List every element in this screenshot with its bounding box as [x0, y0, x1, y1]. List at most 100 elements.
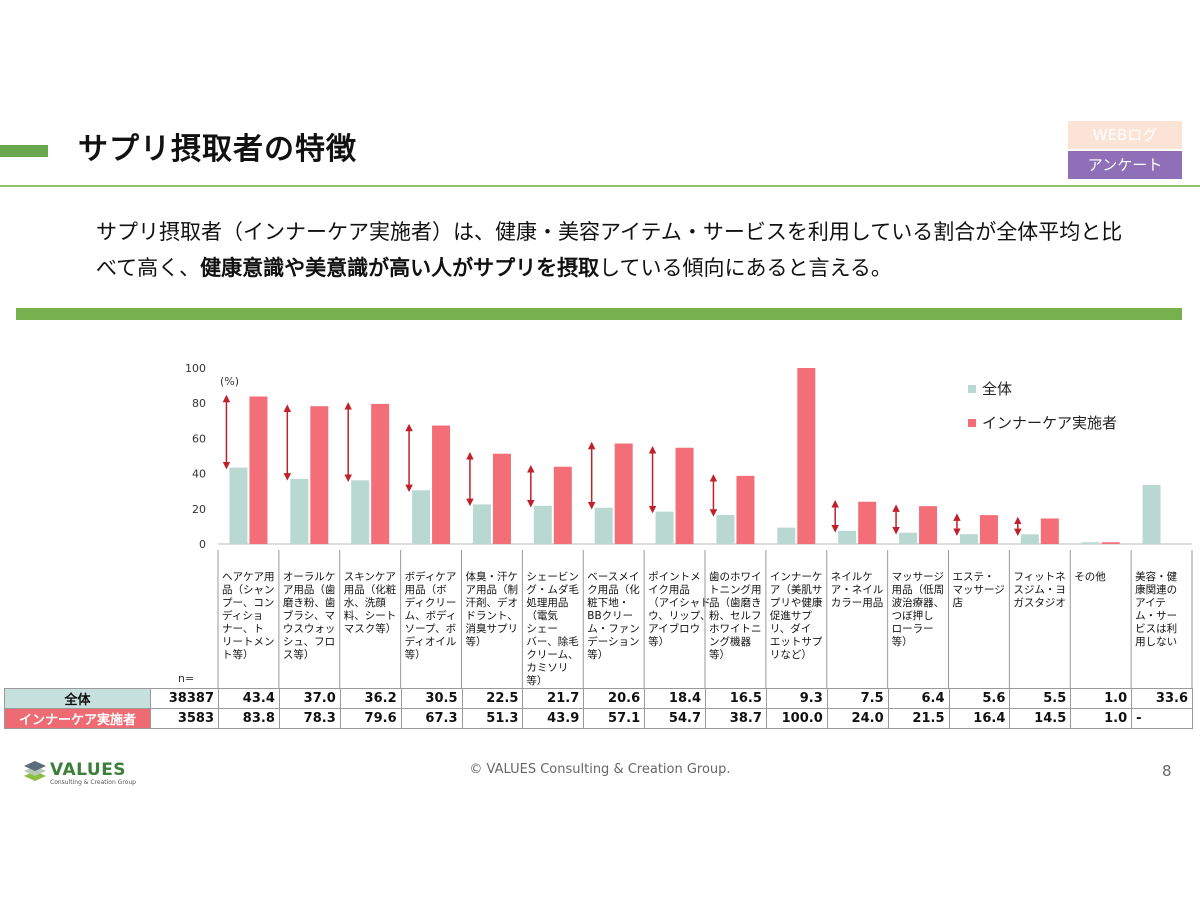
- table-cell: 100.0: [765, 708, 828, 729]
- bar-innercare: [979, 515, 998, 544]
- category-label-line: マッサージ: [953, 584, 1005, 596]
- category-label-line: ホワイトニ: [709, 623, 762, 635]
- lead-text: サプリ摂取者（インナーケア実施者）は、健康・美容アイテム・サービスを利用している…: [96, 214, 1176, 286]
- y-tick-label: 60: [192, 432, 206, 445]
- logo-mark-icon: [24, 761, 46, 781]
- bar-total: [899, 532, 918, 544]
- category-label-line: エステ・: [953, 571, 995, 583]
- category-label: ネイルケア・ネイルカラー用品: [831, 571, 884, 609]
- lead-line-1: サプリ摂取者（インナーケア実施者）は、健康・美容アイテム・サービスを利用している…: [96, 220, 1123, 244]
- table-cell: 67.3: [400, 708, 463, 729]
- table-cell: 21.7: [522, 688, 585, 709]
- bar-innercare: [310, 406, 329, 544]
- tag-web-log: WEBログ: [1068, 121, 1182, 149]
- category-label-line: イク用品: [648, 584, 690, 596]
- category-label-line: 品（シャン: [222, 584, 275, 596]
- table-cell: 43.4: [218, 688, 280, 709]
- bar-total: [716, 514, 735, 544]
- category-label-line: 等）: [587, 648, 608, 661]
- table-cell: 5.5: [1009, 688, 1072, 709]
- table-cell: 79.6: [339, 708, 402, 729]
- bar-total: [472, 504, 491, 544]
- y-tick-label: 20: [192, 503, 206, 516]
- category-label-line: オーラルケ: [283, 571, 336, 583]
- category-label: その他: [1074, 570, 1106, 583]
- bar-total: [655, 511, 674, 544]
- bar-chart: 0 20 40 60 80 100 ヘアケア用品（シャンプー、コンディショナー、トリートメ…: [178, 362, 1193, 688]
- tag-survey: アンケート: [1068, 151, 1182, 179]
- category-label-line: ア（美肌サ: [770, 583, 823, 596]
- category-label: シェービング・ムダ毛処理用品（電気シェーバー、除毛クリーム、カミソリ等）: [526, 571, 579, 687]
- logo-word: VALUES: [50, 760, 127, 780]
- bar-innercare: [736, 475, 755, 544]
- category-label-line: 粧下地・: [587, 596, 629, 609]
- table-cell: 9.3: [765, 688, 828, 709]
- category-label: ポイントメイク用品（アイシャドウ、リップ、アイブロウ等）: [648, 571, 710, 648]
- n-innercare: 3583: [150, 708, 219, 729]
- bar-total: [594, 507, 613, 544]
- table-cell: 16.5: [705, 688, 767, 709]
- category-label-line: リ、ダイ: [770, 622, 811, 635]
- category-label-line: ローラー: [892, 623, 934, 635]
- category-label-line: ドラント、: [466, 610, 518, 622]
- category-label-line: ア用品（歯: [283, 583, 336, 596]
- y-tick-label: 40: [192, 468, 206, 481]
- table-cell: 16.4: [948, 708, 1011, 729]
- legend-swatch: [968, 385, 976, 393]
- table-cell: 38.7: [705, 708, 767, 729]
- category-label-line: グ・ムダ毛: [526, 583, 579, 596]
- bar-total: [838, 530, 857, 544]
- category-label-line: インナーケ: [770, 571, 823, 583]
- table-cell: 22.5: [461, 688, 524, 709]
- bar-innercare: [919, 506, 938, 544]
- category-label-line: その他: [1074, 570, 1106, 583]
- y-tick-label: 0: [199, 538, 206, 551]
- category-label-line: アイテ: [1135, 597, 1166, 609]
- category-label-line: 等）: [466, 635, 487, 648]
- category-label-line: マッサージ: [892, 571, 944, 583]
- bar-total: [1081, 542, 1100, 544]
- table-cell: 51.3: [461, 708, 524, 729]
- category-label-line: スキンケア: [344, 571, 396, 583]
- category-label-line: スジム・ヨ: [1013, 584, 1066, 596]
- category-label-line: プー、コン: [222, 597, 274, 609]
- category-label-line: ク用品（化: [587, 583, 640, 596]
- category-label-line: ウスウォッ: [283, 623, 336, 635]
- category-label-line: ング機器: [709, 635, 751, 648]
- category-label: 歯のホワイトニング用品（歯磨き粉、セルフホワイトニング機器等）: [709, 570, 762, 661]
- table-cell: 57.1: [583, 708, 646, 729]
- bar-innercare: [1101, 542, 1120, 544]
- lead-divider: [16, 308, 1182, 320]
- data-table: 全体 38387 43.4 37.0 36.2 30.5 22.5 21.7 20.6 18.…: [4, 688, 1193, 729]
- bar-total: [959, 534, 978, 544]
- category-label-line: カラー用品: [831, 597, 884, 609]
- table-row-total: 全体 38387 43.4 37.0 36.2 30.5 22.5 21.7 20.6 18.…: [4, 688, 1193, 709]
- table-cell: 83.8: [218, 708, 280, 729]
- category-label-line: クリーム、: [526, 649, 578, 661]
- bar-innercare: [797, 368, 816, 544]
- copyright: © VALUES Consulting & Creation Group.: [469, 762, 731, 777]
- category-label-line: 消臭サプリ: [466, 622, 519, 635]
- category-label-line: 用品（ボ: [405, 584, 447, 596]
- category-label-line: 磨き粉、歯: [283, 596, 336, 609]
- category-label: オーラルケア用品（歯磨き粉、歯ブラシ、マウスウォッシュ、フロス等）: [283, 571, 336, 661]
- table-cell: 43.9: [522, 708, 585, 729]
- category-label-line: 粉、セルフ: [709, 609, 762, 622]
- bar-innercare: [614, 443, 633, 544]
- legend-label: インナーケア実施者: [982, 414, 1117, 432]
- category-label-line: デーション: [587, 635, 639, 648]
- category-label: 体臭・汗ケア用品（制汗剤、デオドラント、消臭サプリ等）: [466, 570, 519, 648]
- category-label-line: ディショ: [222, 609, 263, 622]
- category-label-line: ア用品（制: [466, 583, 519, 596]
- table-cell: 33.6: [1131, 688, 1193, 709]
- n-label: n=: [178, 672, 194, 685]
- category-label-line: シェー: [526, 623, 558, 635]
- category-label-line: 処理用品: [526, 596, 568, 609]
- lead-line-2-post: している傾向にあると言える。: [599, 256, 892, 280]
- table-cell: 14.5: [1009, 708, 1072, 729]
- category-label-line: ベースメイ: [587, 571, 639, 583]
- bar-innercare: [1040, 518, 1059, 544]
- bar-innercare: [371, 403, 390, 544]
- category-label-line: 等）: [405, 648, 426, 661]
- page-number: 8: [1162, 762, 1172, 780]
